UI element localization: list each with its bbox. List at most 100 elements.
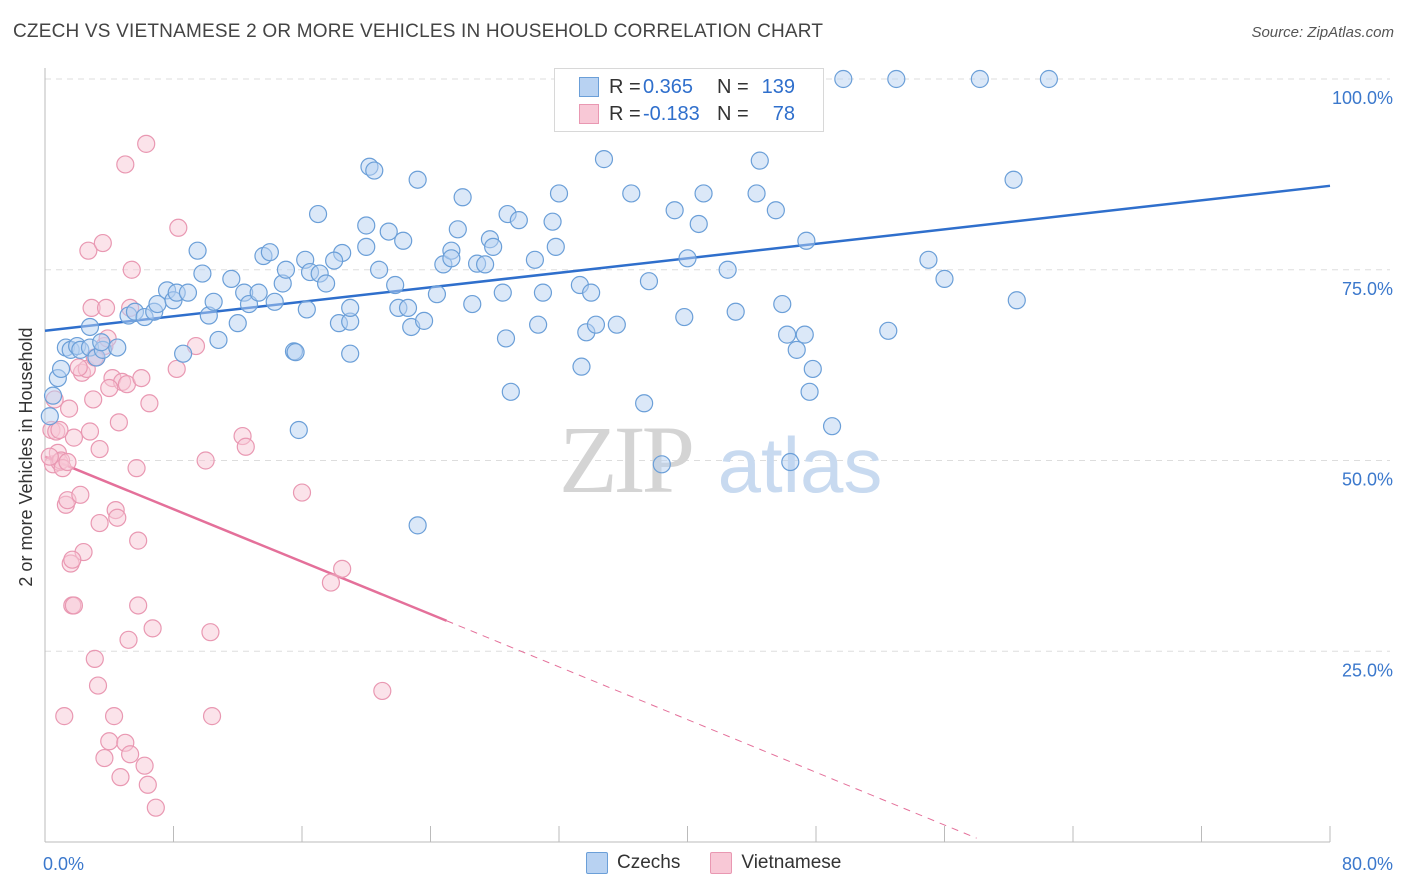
y-tick-label: 100.0% (1332, 88, 1393, 108)
legend-n-value: 78 (772, 102, 795, 125)
y-tick-label: 75.0% (1342, 279, 1393, 299)
czech-point (970, 69, 989, 89)
czech-point (80, 317, 100, 337)
chart-title: CZECH VS VIETNAMESE 2 OR MORE VEHICLES I… (13, 21, 824, 42)
czech-point (1007, 291, 1026, 310)
czech-point (484, 237, 503, 256)
vietnamese-point (64, 596, 84, 615)
vietnamese-point (321, 573, 341, 592)
vietnamese-point (63, 550, 82, 569)
tick-labels: 25.0% 50.0% 75.0% 100.0% 0.0% 80.0% (43, 88, 1393, 874)
vietnamese-point (143, 619, 162, 638)
vietnamese-trend-extension (446, 620, 977, 839)
czech-point (533, 283, 553, 302)
legend-r-value: 0.365 (643, 75, 694, 98)
vietnamese-swatch (579, 104, 599, 124)
czech-point (325, 251, 344, 270)
legend-r-label: R = (609, 102, 641, 125)
vietnamese-point (196, 451, 215, 470)
czech-point (297, 300, 316, 319)
legend-n-label: N = (717, 102, 749, 125)
czech-point (493, 283, 512, 302)
vietnamese-point (64, 428, 84, 447)
vietnamese-point (373, 681, 392, 701)
czech-point (622, 184, 641, 203)
vietnamese-point (109, 413, 128, 432)
czech-point (665, 201, 684, 220)
czech-point (386, 275, 405, 295)
vietnamese-point (201, 623, 220, 642)
vietnamese-point (100, 732, 119, 751)
czech-point (689, 214, 708, 234)
y-tick-label: 50.0% (1342, 470, 1393, 490)
vietnamese-point (132, 368, 151, 388)
czech-point (463, 294, 482, 314)
vietnamese-point (50, 420, 69, 440)
czech-point (525, 250, 545, 269)
czech-point (370, 260, 389, 279)
czech-point (675, 307, 694, 327)
vietnamese-point (167, 359, 186, 379)
czech-point (887, 69, 906, 89)
vietnamese-point (69, 358, 88, 377)
czech-point (822, 417, 842, 436)
czech-point (582, 283, 601, 302)
x-tick-label: 80.0% (1342, 854, 1393, 874)
vietnamese-point (116, 155, 135, 174)
x-tick-label: 0.0% (43, 854, 84, 874)
czech-point (398, 298, 418, 317)
vietnamese-point (108, 508, 127, 527)
vietnamese-point (333, 559, 352, 578)
czech-point (1039, 69, 1059, 89)
vietnamese-point (129, 596, 148, 615)
czech-point (496, 329, 516, 348)
czech-point (787, 340, 806, 359)
czech-point (174, 344, 193, 363)
czech-point (800, 382, 819, 401)
czech-point (448, 220, 467, 239)
vietnamese-point (292, 483, 312, 502)
czech-point (249, 283, 268, 302)
grid-lines (45, 78, 1390, 652)
czech-point (795, 325, 814, 344)
czech-point (935, 269, 954, 289)
czech-point (222, 269, 241, 289)
series-legend-czechs: Czechs (586, 852, 680, 874)
czech-point (442, 249, 461, 268)
czech-swatch (586, 852, 608, 874)
czech-point (265, 292, 284, 311)
vietnamese-point (146, 798, 165, 817)
vietnamese-point (71, 485, 90, 504)
vietnamese-point (90, 439, 109, 459)
czech-point (607, 315, 626, 334)
czech-point (781, 452, 800, 472)
czech-point (209, 330, 228, 350)
czech-point (92, 333, 111, 352)
legend-row-czechs: R = 0.365 N = 139 (579, 74, 795, 100)
vietnamese-point (85, 649, 104, 668)
legend-n-label: N = (717, 75, 749, 98)
vietnamese-point (169, 218, 188, 237)
czech-point (572, 357, 591, 376)
vietnamese-point (80, 422, 100, 441)
czech-point (193, 264, 212, 283)
czech-point (543, 212, 562, 231)
czech-point (797, 231, 816, 250)
source-label: Source: ZipAtlas.com (1251, 24, 1394, 41)
czech-point (476, 255, 495, 274)
vietnamese-point (127, 459, 146, 478)
czech-point (414, 311, 434, 330)
watermark-atlas: atlas (718, 421, 883, 509)
czech-point (379, 222, 398, 241)
czech-point (51, 359, 71, 379)
vietnamese-point (138, 775, 157, 794)
czech-point (694, 184, 713, 203)
czech-point (308, 204, 328, 224)
vietnamese-point (58, 452, 77, 472)
czech-point (204, 292, 223, 311)
vietnamese-point (95, 748, 114, 768)
y-tick-label: 25.0% (1342, 660, 1393, 680)
czech-point (286, 343, 305, 362)
czech-point (357, 216, 376, 235)
vietnamese-point (122, 260, 141, 279)
